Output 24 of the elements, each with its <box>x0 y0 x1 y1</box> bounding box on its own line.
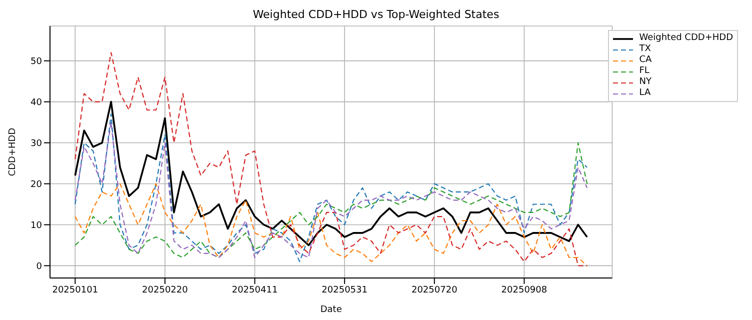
line-series <box>74 52 588 266</box>
y-tick-label: 50 <box>30 57 42 68</box>
line-series <box>74 183 588 266</box>
legend-label: CA <box>639 55 652 66</box>
x-axis-title: Date <box>320 305 342 315</box>
legend-label: FL <box>639 66 650 77</box>
x-tick-label: 20250531 <box>322 285 368 296</box>
y-axis-title: CDD+HDD <box>8 128 18 176</box>
legend-label: NY <box>639 77 652 88</box>
legend-label: TX <box>639 44 651 55</box>
x-tick-label: 20250101 <box>52 285 98 296</box>
y-tick-label: 0 <box>36 262 42 272</box>
x-tick-label: 20250720 <box>411 285 458 296</box>
y-tick-label: 10 <box>30 220 42 231</box>
legend-label: LA <box>639 88 651 99</box>
x-tick-label: 20250220 <box>142 285 188 296</box>
line-series <box>74 100 588 246</box>
x-tick-label: 20250411 <box>232 285 278 296</box>
y-tick-label: 40 <box>30 98 42 108</box>
legend-label: Weighted CDD+HDD <box>639 33 733 44</box>
chart-title: Weighted CDD+HDD vs Top-Weighted States <box>252 8 500 22</box>
y-tick-label: 30 <box>30 138 42 149</box>
x-tick-label: 20250908 <box>501 285 548 296</box>
y-tick-label: 20 <box>30 180 42 190</box>
